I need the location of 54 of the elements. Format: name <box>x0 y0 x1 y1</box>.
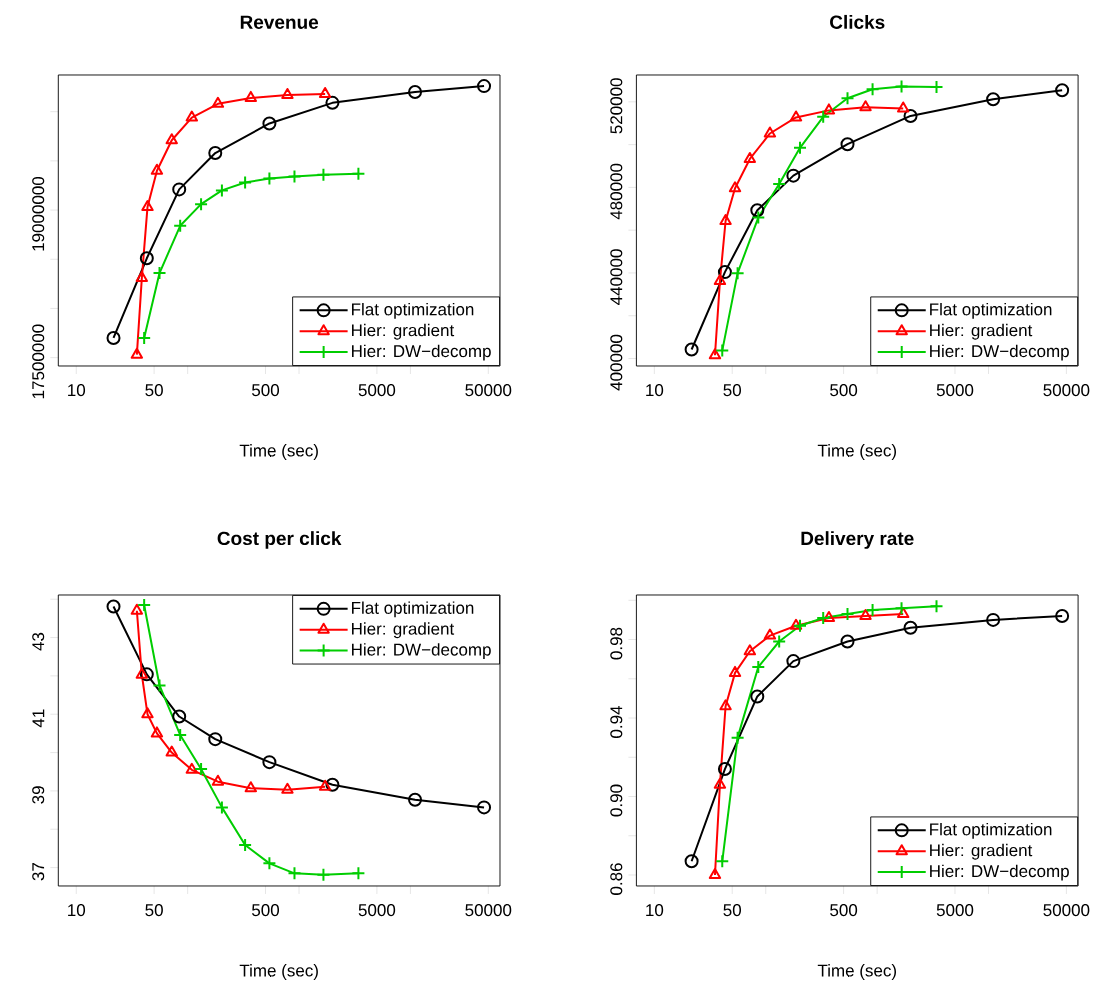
legend-label: Hier: DW−decomp <box>930 864 1069 881</box>
x-tick-label: 50 <box>145 384 163 397</box>
x-tick-label: 50 <box>145 904 163 917</box>
x-axis-title: Time (sec) <box>239 964 318 980</box>
legend-label: Hier: DW−decomp <box>930 344 1069 361</box>
x-tick-label: 50 <box>723 904 742 917</box>
chart-title: Delivery rate <box>801 531 914 549</box>
x-axis-title: Time (sec) <box>817 444 896 460</box>
x-tick-label: 5000 <box>358 384 396 397</box>
x-tick-label: 500 <box>252 904 280 917</box>
y-tick-label: 0.86 <box>610 863 623 895</box>
x-tick-label: 5000 <box>936 904 974 917</box>
x-tick-label: 10 <box>68 904 86 917</box>
x-tick-label: 5000 <box>358 904 396 917</box>
legend-label: Hier: DW−decomp <box>352 643 491 660</box>
y-tick-label: 0.98 <box>610 627 623 660</box>
x-tick-label: 50 <box>723 384 742 397</box>
x-tick-label: 50000 <box>1043 384 1090 397</box>
y-tick-label: 400000 <box>610 334 623 391</box>
chart-title: Revenue <box>240 15 319 29</box>
x-tick-label: 10 <box>646 904 664 917</box>
y-tick-label: 440000 <box>610 249 623 305</box>
legend-label: Hier: gradient <box>930 843 1033 860</box>
y-tick-label: 480000 <box>610 163 623 220</box>
y-tick-label: 19000000 <box>32 176 45 251</box>
x-tick-label: 10 <box>68 384 86 397</box>
x-axis-title: Time (sec) <box>817 964 896 980</box>
legend-label: Hier: DW−decomp <box>352 344 491 361</box>
x-tick-label: 5000 <box>936 384 974 397</box>
chart-title: Cost per click <box>217 531 342 549</box>
legend-label: Flat optimization <box>930 302 1052 319</box>
x-tick-label: 500 <box>830 904 858 917</box>
y-tick-label: 0.90 <box>610 784 623 817</box>
legend-label: Flat optimization <box>352 302 474 319</box>
legend-label: Hier: gradient <box>352 622 455 639</box>
legend-label: Hier: gradient <box>352 323 455 340</box>
x-tick-label: 50000 <box>465 384 512 397</box>
x-tick-label: 500 <box>830 384 858 397</box>
y-tick-label: 43 <box>32 632 45 651</box>
y-tick-label: 17500000 <box>32 324 45 399</box>
x-tick-label: 50000 <box>1043 904 1090 917</box>
legend-label: Flat optimization <box>930 822 1052 839</box>
y-tick-label: 39 <box>32 786 45 804</box>
chart-title: Clicks <box>830 14 885 29</box>
x-tick-label: 500 <box>252 384 280 397</box>
legend-label: Flat optimization <box>352 601 474 618</box>
x-axis-title: Time (sec) <box>239 444 318 460</box>
y-tick-label: 0.94 <box>610 705 623 738</box>
y-tick-label: 520000 <box>610 78 623 134</box>
legend-label: Hier: gradient <box>930 323 1033 340</box>
x-tick-label: 10 <box>646 384 664 397</box>
x-tick-label: 50000 <box>465 904 512 917</box>
y-tick-label: 41 <box>32 709 45 728</box>
y-tick-label: 37 <box>32 862 45 881</box>
